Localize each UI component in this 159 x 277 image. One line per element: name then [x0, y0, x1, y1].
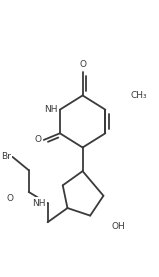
Text: O: O [35, 135, 42, 144]
Text: NH: NH [32, 199, 46, 208]
Text: O: O [79, 60, 86, 69]
Text: CH₃: CH₃ [131, 91, 148, 100]
Text: O: O [7, 194, 14, 203]
Text: NH: NH [45, 105, 58, 114]
Text: Br: Br [1, 152, 11, 161]
Text: OH: OH [112, 222, 126, 232]
